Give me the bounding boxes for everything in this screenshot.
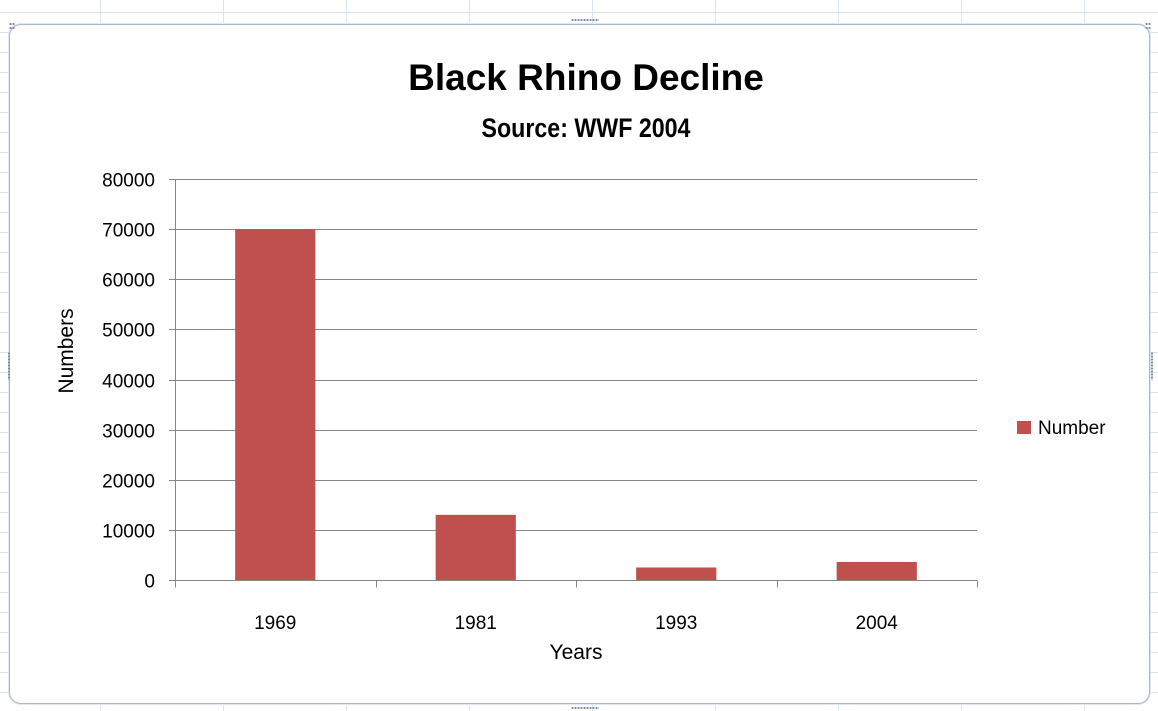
resize-handle-top[interactable] xyxy=(571,18,599,22)
chart-title: Black Rhino Decline xyxy=(408,57,764,98)
legend-label-number: Number xyxy=(1038,418,1106,439)
y-tick-label: 50000 xyxy=(102,321,155,342)
y-tick-label: 80000 xyxy=(102,171,155,192)
resize-handle-top-right[interactable] xyxy=(1145,22,1151,30)
y-tick-label: 40000 xyxy=(102,372,155,393)
resize-handle-left[interactable] xyxy=(7,352,11,380)
bar-1969 xyxy=(235,229,316,580)
bar-1993 xyxy=(636,567,717,580)
x-tick-label: 1981 xyxy=(455,613,497,634)
bars xyxy=(235,229,917,580)
x-axis-label: Years xyxy=(550,641,603,664)
bar-1981 xyxy=(435,514,516,580)
y-tick-label: 30000 xyxy=(102,422,155,443)
y-tick-label: 20000 xyxy=(102,472,155,493)
y-tick-label: 70000 xyxy=(102,221,155,242)
resize-handle-bottom[interactable] xyxy=(571,706,599,710)
x-tick-label: 1993 xyxy=(655,613,697,634)
resize-handle-right[interactable] xyxy=(1150,352,1154,380)
x-tick-label: 2004 xyxy=(856,613,899,634)
legend: Number xyxy=(1017,418,1106,439)
bar-2004 xyxy=(836,561,917,580)
y-tick-label: 10000 xyxy=(102,522,155,543)
resize-handle-top-left[interactable] xyxy=(9,22,15,30)
y-tick-label: 0 xyxy=(144,572,155,593)
chart-subtitle: Source: WWF 2004 xyxy=(482,113,691,143)
axes: 0 10000 20000 30000 40000 50000 60000 70000 8000… xyxy=(102,171,978,634)
y-tick-label: 60000 xyxy=(102,271,155,292)
x-tick-label: 1969 xyxy=(254,613,296,634)
y-axis-label: Numbers xyxy=(55,308,78,393)
chart-object[interactable] xyxy=(9,24,1150,704)
legend-swatch-number xyxy=(1017,421,1031,434)
